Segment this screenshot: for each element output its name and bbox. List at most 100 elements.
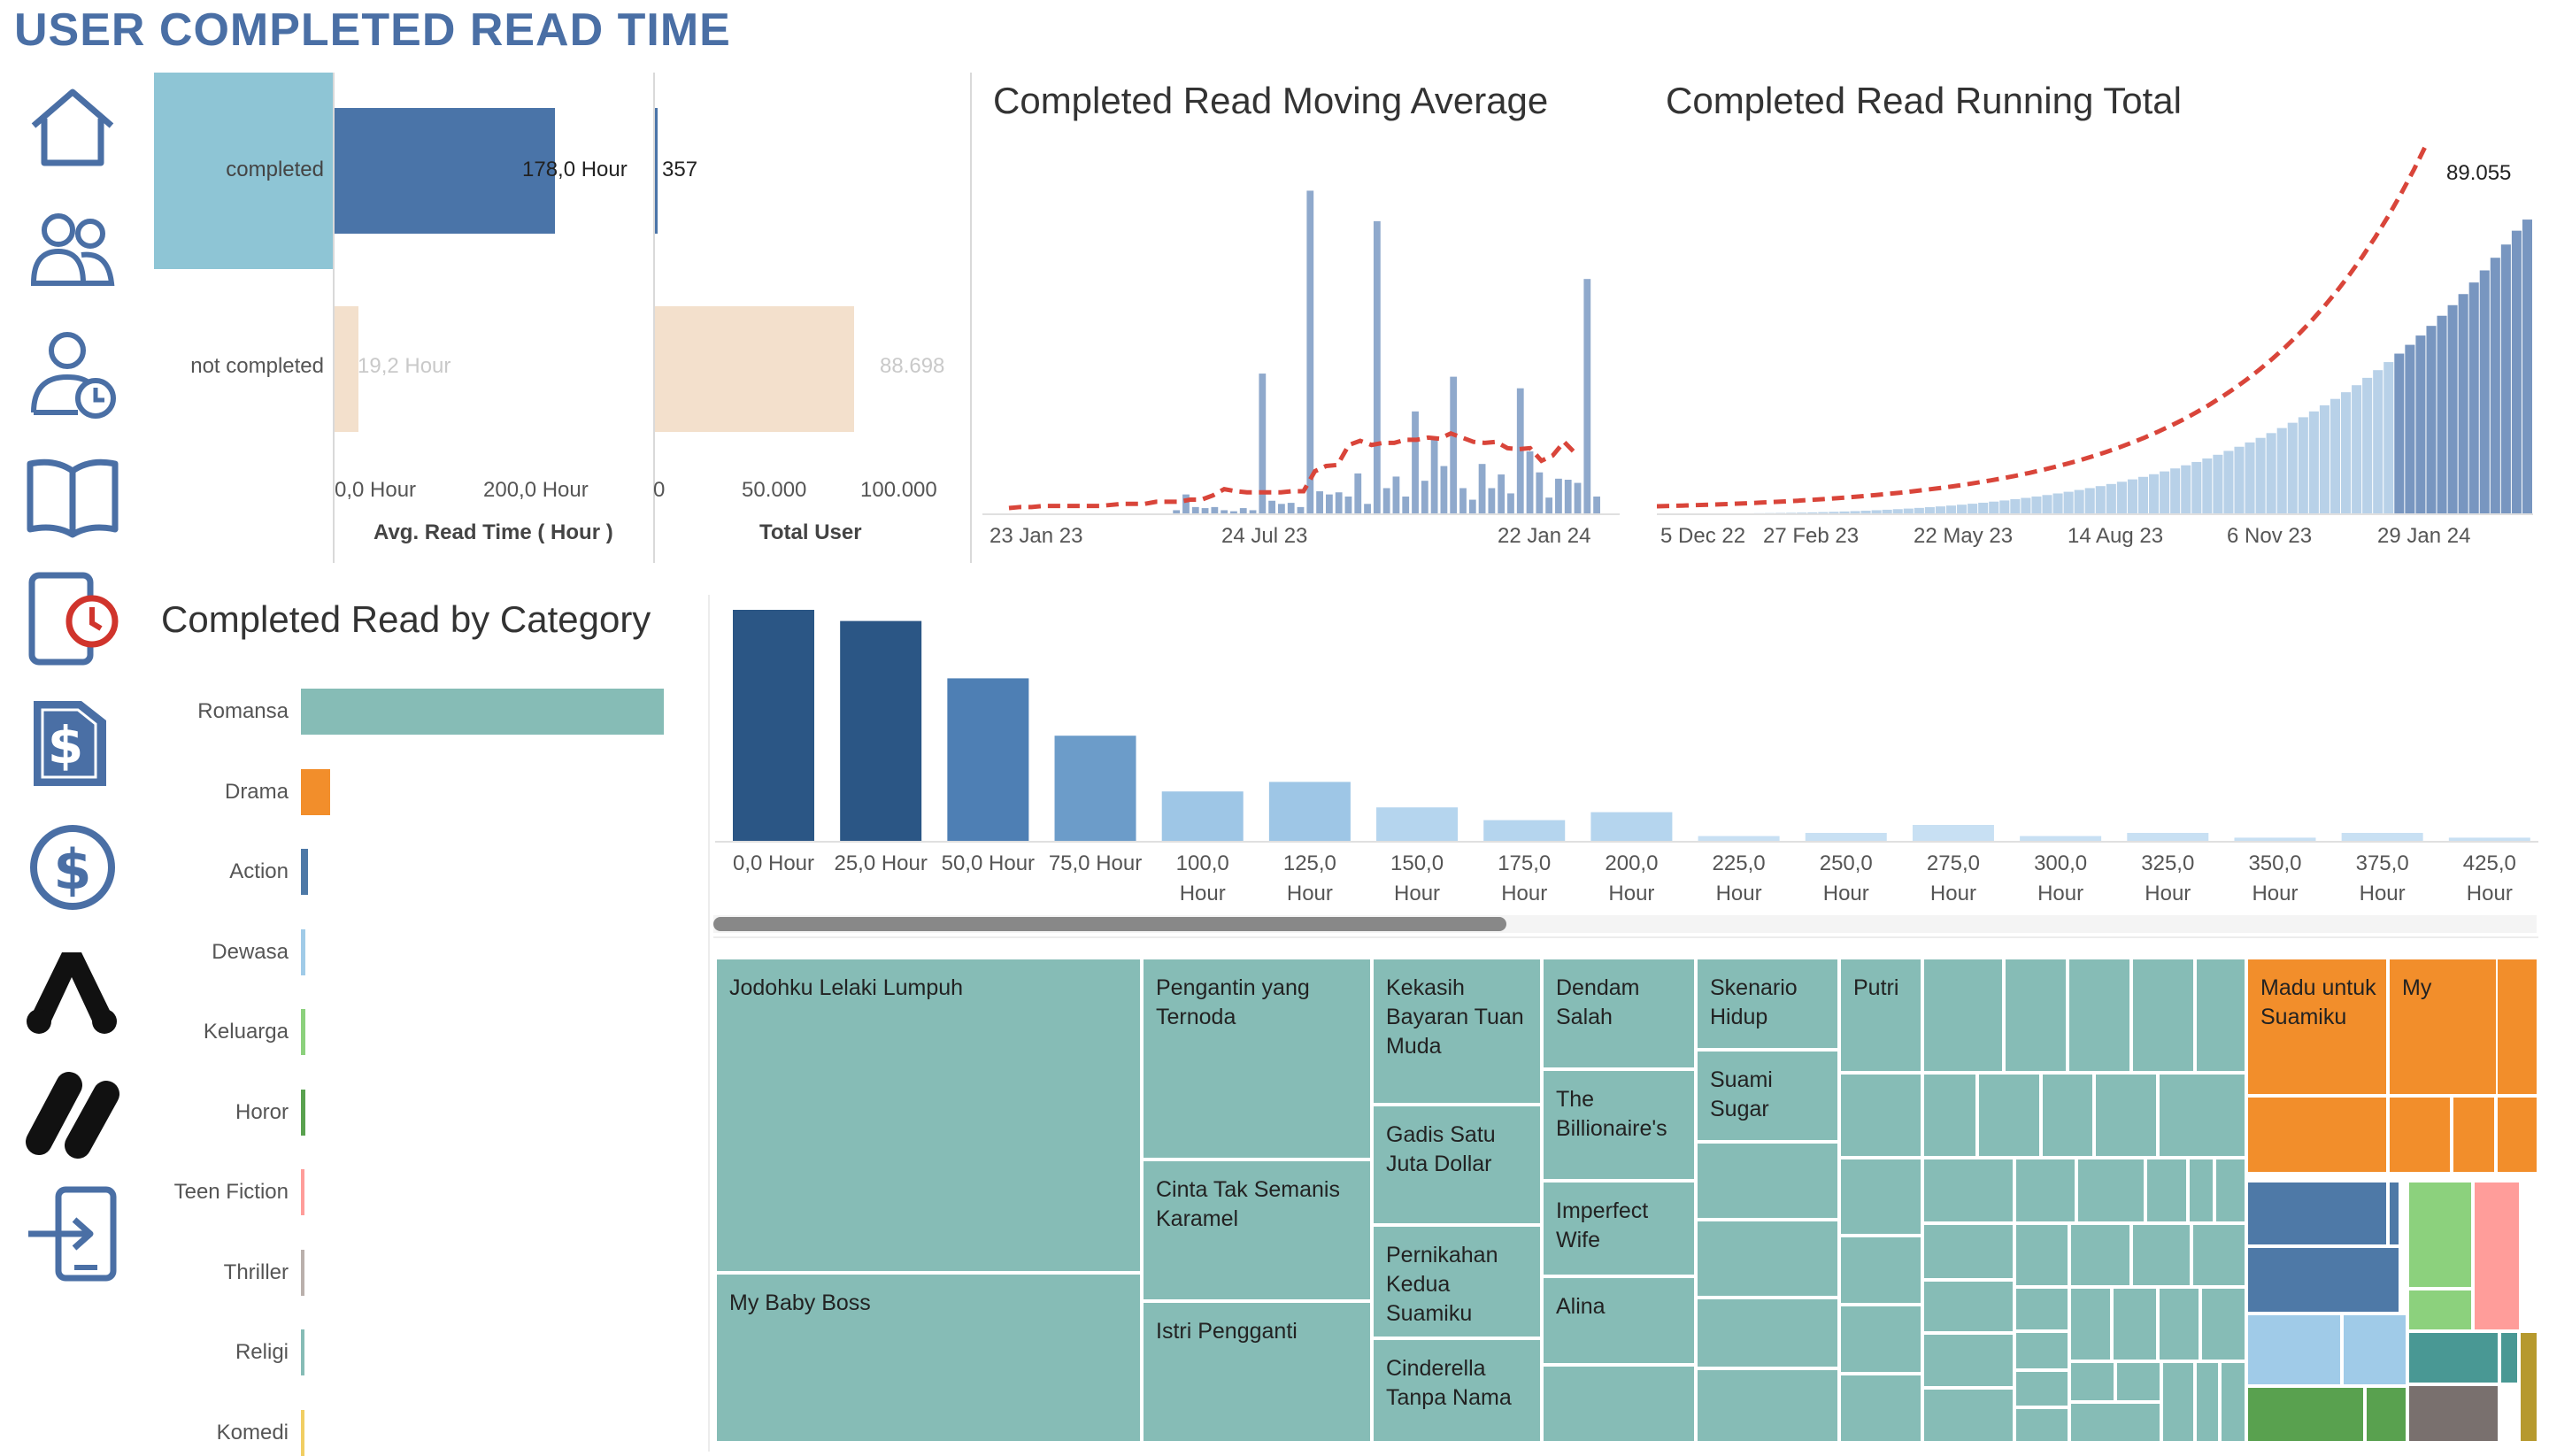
rt-bar: [2256, 438, 2266, 513]
rt-bar: [2053, 493, 2063, 513]
running-total-chart[interactable]: [1657, 142, 2542, 513]
horizontal-scrollbar-track[interactable]: [713, 915, 2537, 933]
rt-bar: [2106, 484, 2116, 513]
ma-date-tick: 22 Jan 24: [1498, 524, 1590, 549]
treemap-cell-small: [2112, 1287, 2158, 1361]
treemap-cell-small: [1696, 1368, 1839, 1443]
rt-bar: [1946, 505, 1956, 513]
treemap-cell-small: [2407, 1331, 2499, 1384]
ma-bar: [1593, 497, 1600, 513]
rt-bar: [2288, 423, 2298, 513]
treemap-cell-small: [1839, 1305, 1922, 1374]
histogram-tick: 325,0: [2141, 851, 2194, 876]
ma-bar: [1450, 377, 1457, 513]
rt-bar: [2096, 486, 2106, 513]
rt-bar: [2021, 498, 2030, 513]
treemap-cell-small: [1839, 1236, 1922, 1305]
treemap-cell: My Baby Boss: [715, 1273, 1142, 1443]
treemap-cell-small: [2094, 1073, 2158, 1158]
ma-bar: [1298, 507, 1305, 513]
users-completed-value: 357: [662, 158, 697, 182]
histogram-tick: 275,0: [1927, 851, 1980, 876]
running-total-title: Completed Read Running Total: [1666, 80, 2182, 122]
rt-bar: [2320, 405, 2330, 513]
ma-bar: [1192, 507, 1199, 513]
histogram-tick: Hour: [2252, 882, 2298, 906]
treemap-cell-small: [2496, 958, 2538, 1096]
axis-line: [982, 513, 1620, 515]
treemap-cell-small: [2200, 1287, 2246, 1361]
divider: [970, 73, 972, 563]
rt-bar: [2394, 354, 2404, 513]
treemap-cell-small: [2014, 1407, 2069, 1443]
histogram-bar: [2342, 833, 2423, 841]
horizontal-scrollbar-thumb[interactable]: [713, 917, 1506, 931]
moving-average-title: Completed Read Moving Average: [993, 80, 1548, 122]
moving-average-chart[interactable]: [982, 142, 1620, 513]
treemap-cell: Imperfect Wife: [1542, 1181, 1696, 1276]
histogram-tick: 175,0: [1498, 851, 1551, 876]
treemap-cell: Alina: [1542, 1276, 1696, 1365]
treemap-cell-small: [1922, 1280, 2014, 1333]
treemap-cell-small: [2473, 1181, 2521, 1331]
rt-bar: [2330, 399, 2340, 513]
rt-bar: [1957, 505, 1967, 513]
rt-bar: [2191, 462, 2201, 513]
rt-bar: [2448, 305, 2458, 513]
treemap-cell-label: Suami Sugar: [1710, 1066, 1836, 1124]
rt-bar: [2277, 428, 2287, 513]
rt-bar: [2202, 458, 2212, 513]
histogram-tick: 0,0 Hour: [733, 851, 814, 876]
category-label: Keluarga: [204, 1020, 289, 1044]
rt-bar: [2245, 443, 2255, 513]
treemap-cell-small: [2246, 1096, 2388, 1174]
ma-bar: [1278, 504, 1285, 513]
treemap-cell-small: [2388, 1096, 2452, 1174]
treemap-cell-small: [2188, 1158, 2214, 1223]
histogram-bar: [1055, 736, 1136, 841]
treemap-cell-small: [2246, 1246, 2400, 1313]
histogram-tick: Hour: [2467, 882, 2513, 906]
category-bar: [301, 1090, 305, 1136]
treemap-cell-small: [1696, 1142, 1839, 1220]
category-label: Romansa: [197, 699, 289, 724]
treemap-cell-label: Jodohku Lelaki Lumpuh: [729, 974, 1138, 1003]
rt-bar: [2501, 244, 2511, 513]
rt-bar: [2437, 316, 2447, 513]
rt-bar: [2426, 326, 2436, 513]
treemap-cell: Jodohku Lelaki Lumpuh: [715, 958, 1142, 1273]
treemap-cell: Putri: [1839, 958, 1922, 1073]
treemap-cell-label: Cinta Tak Semanis Karamel: [1156, 1175, 1368, 1234]
treemap-cell: Dendam Salah: [1542, 958, 1696, 1069]
treemap-cell-small: [1922, 1388, 2014, 1443]
read-time-distribution-chart[interactable]: [715, 593, 2538, 841]
category-bar: [301, 929, 305, 975]
histogram-tick: Hour: [1394, 882, 1440, 906]
avg-axis-tick: 0,0 Hour: [335, 478, 416, 503]
treemap-cell-label: The Billionaire's: [1556, 1085, 1692, 1144]
histogram-tick: 100,0: [1176, 851, 1229, 876]
category-label: Religi: [235, 1340, 289, 1365]
treemap-cell-small: [1696, 1220, 1839, 1298]
treemap-cell: Istri Pengganti: [1142, 1301, 1372, 1443]
ma-bar: [1412, 412, 1419, 513]
treemap-cell-small: [2014, 1223, 2069, 1287]
treemap-cell-small: [2014, 1158, 2076, 1223]
treemap-cell-small: [2407, 1181, 2473, 1289]
rt-bar: [2234, 447, 2244, 513]
axis-line: [715, 841, 2538, 843]
histogram-tick: Hour: [2360, 882, 2406, 906]
treemap-cell-small: [2519, 1331, 2538, 1443]
histogram-tick: 150,0: [1390, 851, 1444, 876]
histogram-bar: [1913, 825, 1994, 841]
treemap-cell-small: [2246, 1386, 2365, 1443]
category-bar: [301, 689, 664, 735]
treemap-cell-small: [2014, 1370, 2069, 1407]
ma-bar: [1421, 481, 1429, 513]
treemap-cell-small: [2499, 1331, 2519, 1384]
treemap-cell-small: [2220, 1361, 2246, 1443]
rt-bar: [2383, 362, 2393, 513]
rt-bar: [2469, 282, 2479, 513]
histogram-tick: 25,0 Hour: [834, 851, 927, 876]
